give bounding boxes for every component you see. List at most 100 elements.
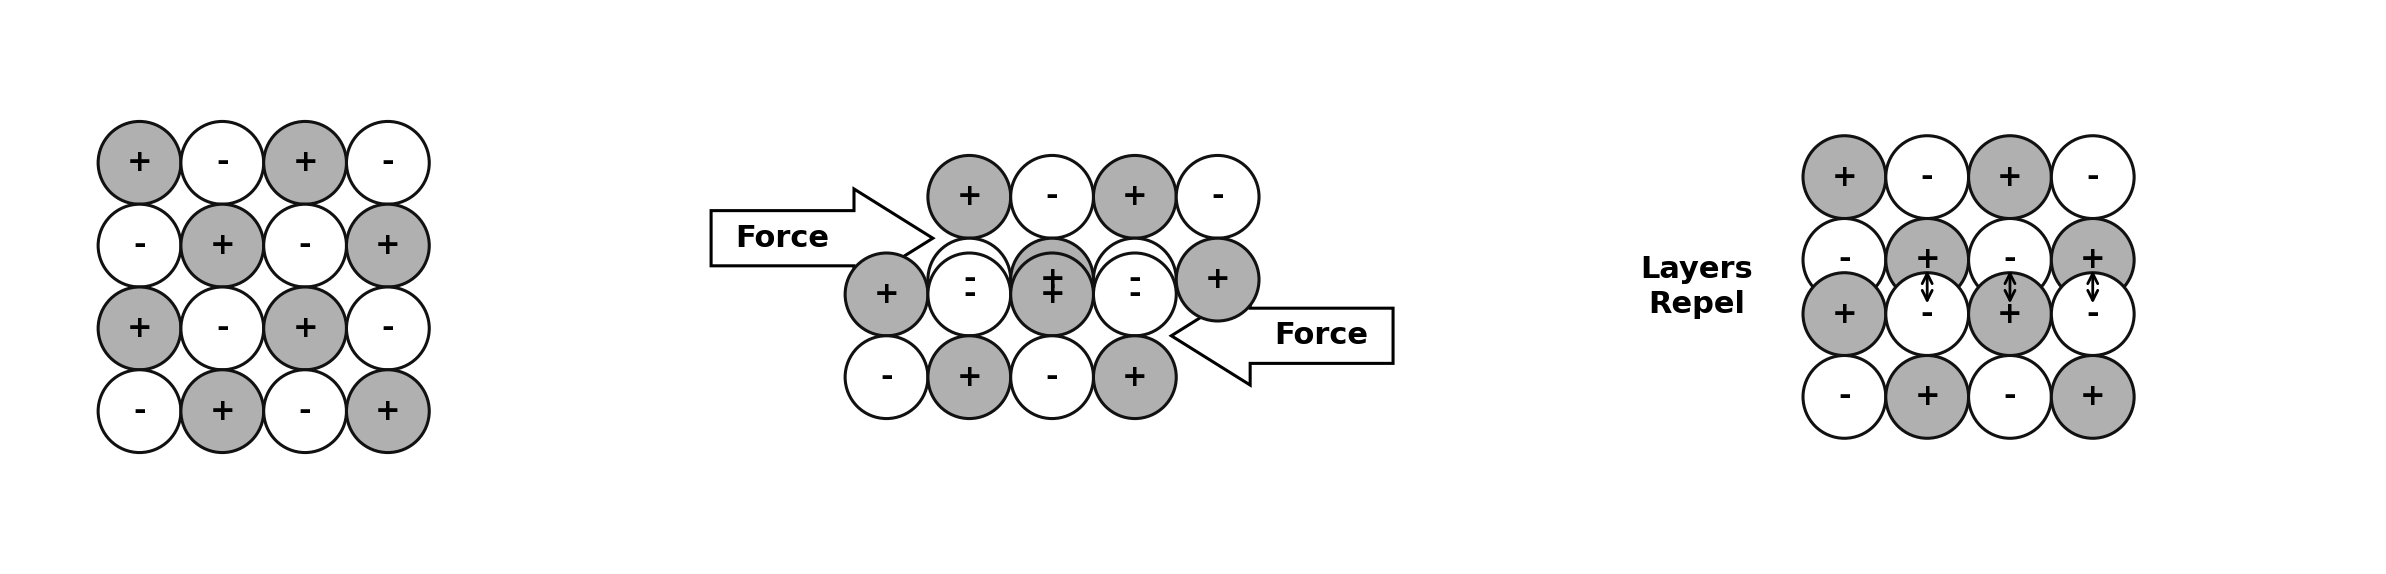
Circle shape <box>265 122 346 204</box>
Circle shape <box>346 122 429 204</box>
Circle shape <box>346 287 429 370</box>
Text: -: - <box>1921 162 1933 192</box>
Text: +: + <box>126 314 153 343</box>
Circle shape <box>98 287 181 370</box>
Circle shape <box>928 253 1012 336</box>
Circle shape <box>1968 355 2052 439</box>
Circle shape <box>928 336 1012 418</box>
Circle shape <box>1885 273 1968 355</box>
Text: +: + <box>126 148 153 177</box>
Text: +: + <box>957 183 983 211</box>
Text: +: + <box>210 397 236 426</box>
Text: Layers
Repel: Layers Repel <box>1639 254 1754 320</box>
Text: -: - <box>134 397 146 426</box>
Text: -: - <box>382 314 394 343</box>
Circle shape <box>181 287 265 370</box>
Text: -: - <box>964 265 976 294</box>
Text: +: + <box>1997 300 2023 328</box>
Circle shape <box>98 122 181 204</box>
Text: -: - <box>1129 265 1141 294</box>
Text: +: + <box>957 363 983 391</box>
Text: +: + <box>2081 382 2104 412</box>
Text: +: + <box>1832 162 1856 192</box>
Text: +: + <box>1040 280 1064 309</box>
Text: +: + <box>1914 382 1940 412</box>
Text: -: - <box>382 148 394 177</box>
Text: +: + <box>375 397 401 426</box>
Text: -: - <box>2085 162 2100 192</box>
Text: -: - <box>1045 363 1059 391</box>
Circle shape <box>928 238 1012 321</box>
Text: +: + <box>1121 363 1148 391</box>
Circle shape <box>1804 219 1885 301</box>
Circle shape <box>1885 219 1968 301</box>
Text: +: + <box>291 148 317 177</box>
Circle shape <box>1012 156 1093 238</box>
Text: +: + <box>1121 183 1148 211</box>
Circle shape <box>1968 219 2052 301</box>
Text: +: + <box>1914 246 1940 274</box>
Circle shape <box>1093 238 1176 321</box>
Text: -: - <box>134 231 146 260</box>
Circle shape <box>845 253 928 336</box>
Text: +: + <box>291 314 317 343</box>
Text: +: + <box>1205 265 1231 294</box>
Circle shape <box>1093 156 1176 238</box>
Text: -: - <box>2085 300 2100 328</box>
Text: -: - <box>2004 382 2016 412</box>
Circle shape <box>1176 238 1260 321</box>
Circle shape <box>346 370 429 452</box>
Circle shape <box>1176 156 1260 238</box>
Circle shape <box>1012 238 1093 321</box>
Text: -: - <box>1045 183 1059 211</box>
Text: Force: Force <box>1274 321 1370 350</box>
Circle shape <box>265 287 346 370</box>
Circle shape <box>928 156 1012 238</box>
Circle shape <box>265 370 346 452</box>
Text: +: + <box>1040 265 1064 294</box>
Circle shape <box>2052 219 2133 301</box>
Text: -: - <box>1212 183 1224 211</box>
Text: +: + <box>210 231 236 260</box>
Circle shape <box>98 370 181 452</box>
Circle shape <box>2052 273 2133 355</box>
Circle shape <box>1885 135 1968 219</box>
Text: -: - <box>1921 300 1933 328</box>
Text: Force: Force <box>735 224 830 253</box>
Circle shape <box>2052 135 2133 219</box>
Circle shape <box>1968 273 2052 355</box>
Circle shape <box>1804 135 1885 219</box>
Text: -: - <box>217 314 229 343</box>
Text: -: - <box>1837 246 1852 274</box>
Circle shape <box>1012 253 1093 336</box>
Text: -: - <box>880 363 892 391</box>
Text: +: + <box>1997 162 2023 192</box>
Text: -: - <box>1129 280 1141 309</box>
Polygon shape <box>711 189 933 288</box>
Circle shape <box>2052 355 2133 439</box>
Circle shape <box>845 336 928 418</box>
Circle shape <box>1012 336 1093 418</box>
Circle shape <box>1093 253 1176 336</box>
Text: -: - <box>298 231 313 260</box>
Text: -: - <box>2004 246 2016 274</box>
Text: +: + <box>1832 300 1856 328</box>
Circle shape <box>1804 355 1885 439</box>
Text: -: - <box>1837 382 1852 412</box>
Circle shape <box>1804 273 1885 355</box>
Circle shape <box>265 204 346 287</box>
Circle shape <box>1968 135 2052 219</box>
Circle shape <box>1885 355 1968 439</box>
Circle shape <box>181 122 265 204</box>
Circle shape <box>1093 336 1176 418</box>
Text: -: - <box>964 280 976 309</box>
Circle shape <box>346 204 429 287</box>
Text: -: - <box>217 148 229 177</box>
Polygon shape <box>1172 286 1393 385</box>
Text: +: + <box>2081 246 2104 274</box>
Text: +: + <box>873 280 900 309</box>
Circle shape <box>181 204 265 287</box>
Text: -: - <box>298 397 313 426</box>
Circle shape <box>181 370 265 452</box>
Circle shape <box>98 204 181 287</box>
